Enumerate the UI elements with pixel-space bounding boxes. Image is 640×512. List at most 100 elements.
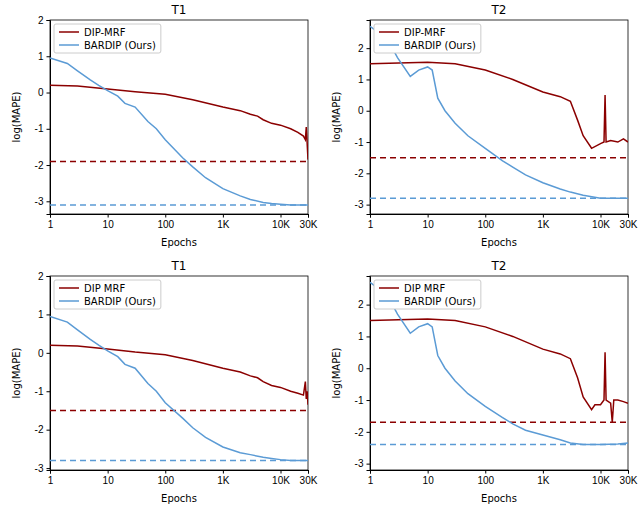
y-tick-label: -2	[355, 427, 364, 438]
plot-frame	[370, 20, 628, 214]
y-tick-label: -3	[355, 199, 364, 210]
x-tick-label: 10K	[272, 219, 290, 230]
y-tick: -2	[355, 168, 370, 179]
legend-swatch	[59, 44, 79, 46]
y-tick: 0	[358, 105, 370, 116]
y-tick-mark	[47, 314, 51, 315]
y-tick: -2	[35, 160, 50, 171]
legend: DIP-MRF BARDIP (Ours)	[374, 24, 481, 53]
y-tick-label: -1	[35, 123, 44, 134]
x-tick: 1	[48, 214, 54, 230]
x-axis-title: Epochs	[481, 237, 517, 248]
y-tick-mark	[47, 165, 51, 166]
y-tick: -3	[35, 196, 50, 207]
x-tick-mark	[601, 470, 602, 474]
y-tick-label: 1	[358, 74, 364, 85]
y-axis-title: log(MAPE)	[331, 91, 342, 142]
y-tick: 0	[38, 348, 50, 359]
x-tick-label: 1K	[537, 475, 550, 486]
y-tick-mark	[367, 142, 371, 143]
y-axis: -3 -2 -1 0 1 2	[355, 21, 371, 215]
y-axis-title: log(MAPE)	[11, 347, 22, 398]
x-tick: 1	[48, 470, 54, 486]
x-tick-label: 1	[368, 219, 374, 230]
y-tick-label: 1	[38, 51, 44, 62]
x-tick-mark	[543, 470, 544, 474]
legend-label: BARDIP (Ours)	[84, 40, 156, 51]
y-tick-mark	[47, 20, 51, 21]
y-tick-label: 2	[38, 15, 44, 26]
x-tick-label: 100	[157, 475, 174, 486]
x-tick-label: 30K	[300, 475, 318, 486]
y-tick: -2	[35, 424, 50, 435]
y-axis: -3-2-1012	[355, 277, 371, 471]
x-axis-line	[51, 471, 309, 474]
chart-title: T2	[491, 259, 507, 273]
x-tick: 10K	[272, 470, 290, 486]
legend-swatch	[379, 287, 399, 289]
x-axis-title: Epochs	[161, 237, 197, 248]
y-tick-mark	[367, 305, 371, 306]
x-tick-mark	[428, 214, 429, 218]
y-tick: 1	[38, 309, 50, 320]
series-line	[50, 345, 308, 405]
y-tick: -3	[355, 458, 370, 469]
series-line	[50, 58, 308, 205]
y-tick-mark	[367, 400, 371, 401]
x-tick: 10K	[592, 470, 610, 486]
y-tick-mark	[367, 336, 371, 337]
y-tick: 2	[38, 15, 50, 26]
x-tick: 100	[477, 214, 494, 230]
x-tick-mark	[108, 470, 109, 474]
legend-label: DIP MRF	[404, 283, 445, 294]
y-tick-mark	[47, 276, 51, 277]
x-tick-label: 1K	[217, 475, 230, 486]
y-tick: 0	[358, 363, 370, 374]
x-axis: 1101001K10K30K	[368, 214, 638, 230]
x-tick-mark	[628, 214, 629, 218]
x-axis-title: Epochs	[161, 493, 197, 504]
x-tick-label: 10	[103, 475, 115, 486]
reference-line	[370, 198, 628, 200]
x-tick: 30K	[620, 470, 638, 486]
x-axis-line	[371, 215, 629, 218]
series-line	[50, 316, 308, 460]
x-tick-label: 10K	[272, 475, 290, 486]
x-tick: 1K	[217, 470, 230, 486]
x-tick: 1K	[217, 214, 230, 230]
x-tick-label: 30K	[300, 219, 318, 230]
y-tick-mark	[367, 432, 371, 433]
legend-label: BARDIP (Ours)	[84, 296, 156, 307]
x-tick-label: 10K	[592, 475, 610, 486]
chart-title: T1	[171, 259, 187, 273]
legend-box	[374, 24, 481, 53]
legend-label: BARDIP (Ours)	[404, 40, 476, 51]
legend-swatch	[59, 287, 79, 289]
y-tick-mark	[47, 430, 51, 431]
legend-swatch	[59, 300, 79, 302]
reference-line	[50, 460, 308, 462]
y-tick-mark	[367, 48, 371, 49]
x-tick: 30K	[300, 470, 318, 486]
y-tick: 2	[358, 299, 370, 310]
x-tick-mark	[485, 214, 486, 218]
legend-label: DIP-MRF	[404, 27, 446, 38]
y-axis-line	[47, 21, 51, 215]
x-axis: 1101001K10K30K	[48, 214, 318, 230]
y-tick-label: -1	[355, 137, 364, 148]
x-tick-mark	[628, 470, 629, 474]
x-tick-label: 10K	[592, 219, 610, 230]
reference-line	[370, 422, 628, 424]
x-axis-line	[51, 215, 309, 218]
y-tick-label: 2	[358, 43, 364, 54]
y-axis-line	[367, 277, 371, 471]
x-tick-mark	[281, 214, 282, 218]
chart-title: T2	[491, 3, 507, 17]
x-tick-label: 100	[477, 475, 494, 486]
x-axis-line	[371, 471, 629, 474]
y-axis: -3-2-1012	[35, 271, 51, 474]
x-tick-label: 10	[423, 475, 435, 486]
reference-line	[50, 161, 308, 163]
x-tick-label: 30K	[620, 475, 638, 486]
y-tick-mark	[367, 173, 371, 174]
